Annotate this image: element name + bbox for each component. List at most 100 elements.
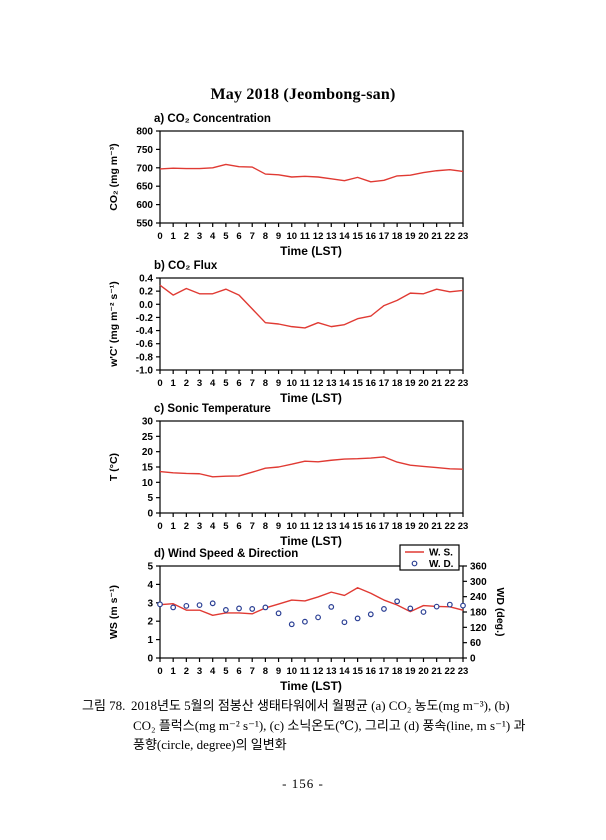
legend-box: [399, 544, 460, 571]
right-y-tick-label: 0: [470, 654, 476, 665]
x-tick-label: 4: [210, 521, 216, 532]
y-tick-label: 0.4: [139, 274, 153, 285]
right-y-axis-label: WD (deg.): [494, 588, 506, 637]
page-title: May 2018 (Jeombong-san): [210, 86, 396, 103]
x-tick-label: 3: [197, 521, 202, 532]
x-tick-label: 7: [250, 666, 255, 677]
x-tick-label: 13: [326, 378, 337, 389]
x-tick-label: 1: [171, 378, 177, 389]
x-tick-label: 7: [250, 521, 255, 532]
chart-sonic-temperature: c) Sonic Temperature T (°C) Time (LST) 3…: [108, 403, 468, 548]
y-tick-label: 30: [142, 417, 154, 428]
chart-title: b) CO₂ Flux: [154, 260, 218, 272]
x-tick-label: 11: [300, 231, 311, 242]
x-tick-label: 12: [313, 521, 324, 532]
x-tick-label: 2: [184, 378, 189, 389]
x-tick-label: 6: [236, 378, 241, 389]
caption-text-2: CO₂ 플럭스(mg m⁻² s⁻¹), (c) 소닉온도(℃), 그리고 (d…: [133, 717, 526, 733]
data-line: [159, 587, 464, 617]
x-tick-label: 15: [352, 666, 363, 677]
x-tick-label: 5: [223, 521, 229, 532]
x-tick-label: 12: [313, 378, 324, 389]
y-tick-label: -1.0: [136, 366, 154, 377]
x-tick-label: 23: [458, 666, 469, 677]
x-tick-label: 21: [431, 231, 442, 242]
page-number: - 156 -: [282, 776, 324, 791]
x-tick-label: 13: [326, 521, 337, 532]
x-tick-label: 4: [210, 378, 216, 389]
x-tick-label: 16: [365, 231, 376, 242]
caption-number: 그림 78.: [82, 698, 126, 713]
data-point: [367, 611, 374, 618]
x-tick-label: 2: [184, 521, 189, 532]
y-tick-label: 5: [147, 493, 153, 504]
x-tick-label: 8: [263, 378, 268, 389]
y-tick-label: 15: [142, 463, 154, 474]
data-point: [196, 602, 203, 608]
x-tick-label: 16: [365, 666, 376, 677]
x-tick-label: 0: [157, 666, 162, 677]
x-tick-label: 0: [157, 231, 162, 242]
right-y-tick-label: 60: [470, 638, 482, 649]
y-axis-label: WS (m s⁻¹): [108, 585, 120, 639]
x-tick-label: 11: [300, 521, 311, 532]
x-tick-label: 14: [339, 378, 350, 389]
data-point: [341, 619, 348, 626]
x-tick-label: 7: [250, 378, 255, 389]
y-tick-label: 750: [136, 145, 153, 156]
x-tick-label: 16: [365, 521, 376, 532]
x-tick-label: 6: [236, 521, 241, 532]
x-tick-label: 9: [276, 666, 281, 677]
x-tick-label: 2: [184, 666, 189, 677]
x-tick-label: 9: [276, 231, 281, 242]
chart-co2-concentration: a) CO₂ Concentration CO₂ (mg m⁻³) Time (…: [108, 113, 468, 258]
x-tick-label: 1: [171, 231, 177, 242]
y-tick-label: 0.0: [139, 300, 153, 311]
x-tick-label: 3: [197, 231, 202, 242]
data-point: [302, 618, 308, 625]
x-tick-label: 21: [431, 521, 442, 532]
x-tick-label: 15: [352, 231, 363, 242]
data-point: [407, 605, 414, 612]
x-tick-label: 8: [263, 231, 268, 242]
x-tick-label: 10: [286, 521, 297, 532]
x-tick-label: 10: [286, 666, 297, 677]
data-point: [183, 602, 190, 609]
x-tick-label: 6: [236, 231, 241, 242]
right-y-tick-label: 240: [470, 592, 487, 603]
x-tick-label: 18: [392, 666, 403, 677]
x-tick-label: 22: [445, 231, 456, 242]
x-tick-label: 17: [379, 666, 390, 677]
x-tick-label: 1: [171, 521, 177, 532]
x-tick-label: 1: [171, 666, 177, 677]
legend-circle-sample: [411, 560, 418, 567]
x-tick-label: 14: [339, 521, 350, 532]
x-axis-label: Time (LST): [280, 534, 342, 548]
plot-area: 0.40.20.0-0.2-0.4-0.6-0.8-1.00 1 2 3 4 5 6 7 8 9 1…: [136, 274, 469, 390]
x-tick-label: 12: [313, 231, 324, 242]
plot-frame: [159, 130, 464, 224]
data-point: [262, 604, 269, 611]
x-tick-label: 3: [197, 378, 202, 389]
x-tick-label: 19: [405, 521, 416, 532]
caption-text-3: 풍향(circle, degree)의 일변화: [133, 737, 287, 752]
x-tick-label: 19: [405, 666, 416, 677]
x-tick-label: 0: [157, 378, 162, 389]
y-tick-label: 0: [147, 654, 153, 665]
chart-title: c) Sonic Temperature: [154, 403, 271, 415]
y-tick-label: 700: [136, 163, 153, 174]
x-tick-label: 20: [418, 521, 429, 532]
x-tick-label: 22: [445, 378, 456, 389]
y-tick-label: 1: [147, 635, 153, 646]
y-tick-label: 600: [136, 200, 153, 211]
y-tick-label: 2: [147, 617, 153, 628]
data-point: [381, 606, 387, 612]
y-tick-label: 0.2: [139, 287, 153, 298]
y-tick-label: 650: [136, 182, 153, 193]
x-tick-label: 2: [184, 231, 189, 242]
x-tick-label: 16: [365, 378, 376, 389]
